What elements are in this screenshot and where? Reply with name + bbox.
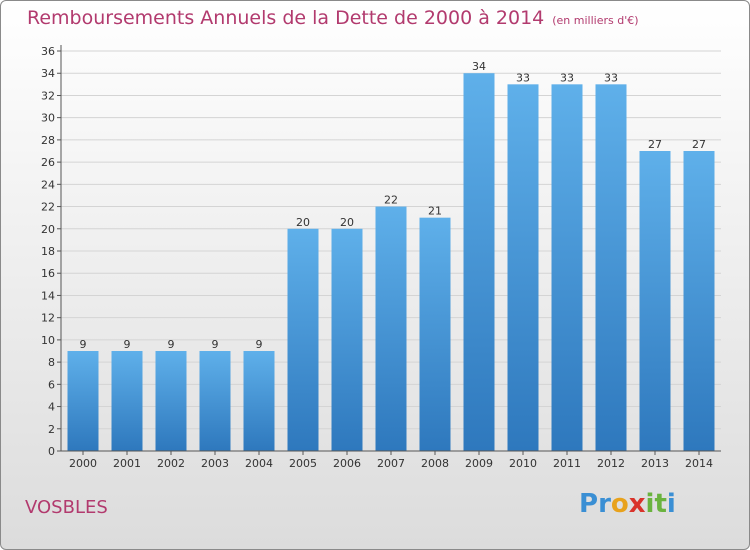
data-label-2001: 9 xyxy=(124,338,131,351)
x-tick-label-2000: 2000 xyxy=(69,457,97,470)
data-label-2012: 33 xyxy=(604,71,618,84)
data-label-2013: 27 xyxy=(648,138,662,151)
bar-2002 xyxy=(155,351,187,451)
y-tick-label: 18 xyxy=(41,245,55,258)
y-tick-label: 0 xyxy=(48,445,55,458)
y-tick-label: 20 xyxy=(41,223,55,236)
data-label-2004: 9 xyxy=(256,338,263,351)
chart-title-text: Remboursements Annuels de la Dette de 20… xyxy=(27,7,545,29)
x-tick-label-2007: 2007 xyxy=(377,457,405,470)
logo-letter: r xyxy=(598,489,611,519)
bar-2013 xyxy=(639,151,671,451)
data-label-2014: 27 xyxy=(692,138,706,151)
axes xyxy=(60,45,721,452)
data-label-2003: 9 xyxy=(212,338,219,351)
bar-2009 xyxy=(463,73,495,451)
bar-2014 xyxy=(683,151,715,451)
x-tick-label-2001: 2001 xyxy=(113,457,141,470)
x-tick-label-2010: 2010 xyxy=(509,457,537,470)
y-tick-label: 14 xyxy=(41,289,55,302)
y-tick-label: 8 xyxy=(48,356,55,369)
logo-letter: P xyxy=(579,489,599,519)
x-tick-label-2009: 2009 xyxy=(465,457,493,470)
y-tick-label: 4 xyxy=(48,401,55,414)
bar-2011 xyxy=(551,84,583,451)
x-tick-label-2012: 2012 xyxy=(597,457,625,470)
data-label-2006: 20 xyxy=(340,216,354,229)
proxiti-logo: Proxiti xyxy=(579,489,676,519)
bar-2004 xyxy=(243,351,275,451)
bar-2012 xyxy=(595,84,627,451)
y-tick-label: 26 xyxy=(41,156,55,169)
data-label-2010: 33 xyxy=(516,71,530,84)
chart-title: Remboursements Annuels de la Dette de 20… xyxy=(27,7,639,29)
y-tick-label: 24 xyxy=(41,178,55,191)
y-tick-label: 12 xyxy=(41,312,55,325)
x-tick-label-2002: 2002 xyxy=(157,457,185,470)
x-tick-label-2013: 2013 xyxy=(641,457,669,470)
bar-2008 xyxy=(419,217,451,451)
bar-2006 xyxy=(331,228,363,451)
bars-group xyxy=(67,73,715,451)
logo-letter: o xyxy=(610,489,629,519)
y-tick-label: 22 xyxy=(41,201,55,214)
bar-2007 xyxy=(375,206,407,451)
x-tick-label-2004: 2004 xyxy=(245,457,273,470)
data-label-2002: 9 xyxy=(168,338,175,351)
logo-letter: i xyxy=(645,489,655,519)
x-tick-label-2014: 2014 xyxy=(685,457,713,470)
bar-2010 xyxy=(507,84,539,451)
data-label-2011: 33 xyxy=(560,71,574,84)
chart-unit: (en milliers d'€) xyxy=(552,14,639,27)
y-tick-label: 6 xyxy=(48,378,55,391)
y-tick-label: 10 xyxy=(41,334,55,347)
location-name: VOSBLES xyxy=(25,497,108,518)
x-tick-label-2005: 2005 xyxy=(289,457,317,470)
data-label-2007: 22 xyxy=(384,194,398,207)
y-tick-label: 16 xyxy=(41,267,55,280)
y-tick-label: 32 xyxy=(41,89,55,102)
bar-2001 xyxy=(111,351,143,451)
bar-2003 xyxy=(199,351,231,451)
data-label-2005: 20 xyxy=(296,216,310,229)
y-tick-label: 36 xyxy=(41,45,55,58)
x-axis-ticks: 2000 2001 2002 2003 2004 2005 2006 2007 2008 2009… xyxy=(69,451,713,470)
x-tick-label-2008: 2008 xyxy=(421,457,449,470)
bar-2005 xyxy=(287,228,319,451)
y-tick-label: 28 xyxy=(41,134,55,147)
y-tick-label: 2 xyxy=(48,423,55,436)
y-tick-label: 34 xyxy=(41,67,55,80)
x-tick-label-2011: 2011 xyxy=(553,457,581,470)
logo-letter: x xyxy=(628,489,646,519)
bar-2000 xyxy=(67,351,99,451)
y-tick-label: 30 xyxy=(41,112,55,125)
data-labels-group: 9 9 9 9 9 20 20 22 21 34 33 33 33 27 27 xyxy=(80,60,707,351)
x-tick-label-2006: 2006 xyxy=(333,457,361,470)
logo-letter: i xyxy=(666,489,676,519)
data-label-2000: 9 xyxy=(80,338,87,351)
logo-letter: t xyxy=(654,489,667,519)
data-label-2009: 34 xyxy=(472,60,486,73)
data-label-2008: 21 xyxy=(428,205,442,218)
x-tick-label-2003: 2003 xyxy=(201,457,229,470)
